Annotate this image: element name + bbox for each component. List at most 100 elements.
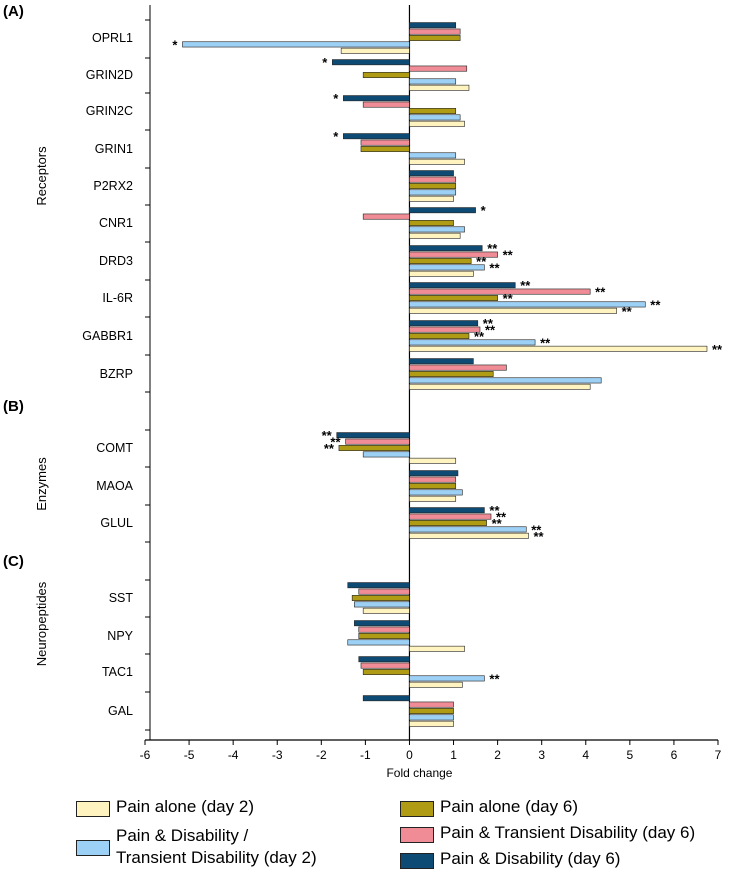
significance-gabbr1-0: **	[483, 316, 494, 331]
bar-grin2c-pain-alone-day-6	[409, 108, 457, 114]
bar-cnr1-pain-disability-day-6	[409, 207, 476, 214]
bar-bzrp-pain-transient-disability-day-6	[409, 364, 507, 371]
bar-bzrp-pain-disability-transient-disability-day-2	[409, 377, 602, 384]
bar-maoa-pain-alone-day-2	[409, 495, 457, 502]
legend-label-pain-disability-day2-line1: Pain & Disability /	[116, 826, 249, 845]
significance-grin2c-0: *	[333, 91, 339, 106]
bar-drd3-pain-alone-day-6	[409, 258, 472, 264]
significance-gabbr1-4: **	[712, 342, 723, 357]
gene-label-grin2c: GRIN2C	[86, 104, 133, 118]
bar-sst-pain-disability-transient-disability-day-2	[354, 601, 410, 608]
legend-swatch-pain-disability-day6	[400, 853, 434, 869]
legend-swatch-pain-transient-day6	[400, 827, 434, 843]
significance-cnr1-0: *	[481, 203, 487, 218]
section-label-b: (B)	[3, 398, 24, 415]
legend-swatch-pain-disability-day2	[76, 840, 110, 856]
x-tick-label--1: -1	[360, 748, 371, 762]
significance-il-6r-0: **	[520, 278, 531, 293]
bar-sst-pain-disability-day-6	[347, 582, 410, 589]
bar-il-6r-pain-disability-day-6	[409, 282, 516, 289]
x-tick-label-3: 3	[538, 748, 545, 762]
section-ylabel-receptors: Receptors	[34, 146, 49, 206]
bar-gabbr1-pain-disability-day-6	[409, 320, 479, 327]
x-tick-label-1: 1	[450, 748, 457, 762]
bar-gal-pain-disability-day-6	[362, 695, 410, 702]
bar-tac1-pain-alone-day-6	[362, 669, 410, 675]
bar-gal-pain-alone-day-2	[409, 720, 454, 727]
bar-grin1-pain-transient-disability-day-6	[360, 139, 410, 146]
gene-label-tac1: TAC1	[102, 665, 133, 679]
significance-drd3-3: **	[489, 260, 500, 275]
bar-il-6r-pain-disability-transient-disability-day-2	[409, 301, 646, 308]
bar-glul-pain-transient-disability-day-6	[409, 513, 492, 520]
bar-il-6r-pain-transient-disability-day-6	[409, 288, 591, 295]
fold-change-chart: -6 -5 -4 -3 -2 -1 0 1 2 3 4 5 6 7 Fold change (A) Recept…	[3, 3, 723, 780]
bar-glul-pain-alone-day-2	[409, 532, 529, 539]
gene-label-drd3: DRD3	[99, 254, 133, 268]
significance-drd3-2: **	[476, 254, 487, 269]
x-tick-label-4: 4	[582, 748, 589, 762]
x-axis-label: Fold change	[386, 766, 452, 780]
significance-il-6r-2: **	[503, 291, 514, 306]
bar-il-6r-pain-alone-day-2	[409, 307, 617, 314]
bar-oprl1-pain-alone-day-2	[340, 47, 410, 54]
bar-grin1-pain-disability-day-6	[343, 133, 410, 140]
bar-glul-pain-alone-day-6	[409, 520, 487, 526]
bar-grin2c-pain-transient-disability-day-6	[362, 101, 410, 108]
bar-gabbr1-pain-transient-disability-day-6	[409, 326, 481, 333]
bar-bzrp-pain-alone-day-6	[409, 371, 494, 377]
significance-comt-0: **	[322, 428, 333, 443]
section-ylabel-enzymes: Enzymes	[34, 457, 49, 511]
gene-label-glul: GLUL	[100, 516, 133, 530]
bar-grin2d-pain-transient-disability-day-6	[409, 65, 468, 72]
significance-il-6r-3: **	[650, 297, 661, 312]
bar-comt-pain-alone-day-2	[409, 457, 457, 464]
legend-label-pain-transient-day6: Pain & Transient Disability (day 6)	[440, 823, 696, 842]
gene-label-maoa: MAOA	[96, 479, 133, 493]
gene-label-p2rx2: P2RX2	[93, 179, 133, 193]
bar-cnr1-pain-transient-disability-day-6	[362, 213, 410, 220]
legend-swatch-pain-alone-day6	[400, 801, 434, 817]
gene-label-cnr1: CNR1	[99, 216, 133, 230]
x-tick-label-0: 0	[406, 748, 413, 762]
bar-maoa-pain-disability-transient-disability-day-2	[409, 489, 463, 496]
legend-swatch-pain-alone-day2	[76, 801, 110, 817]
bar-grin2c-pain-alone-day-2	[409, 120, 465, 127]
bar-comt-pain-disability-day-6	[336, 432, 410, 439]
gene-label-il-6r: IL-6R	[102, 291, 133, 305]
bar-bzrp-pain-alone-day-2	[409, 383, 591, 390]
bar-drd3-pain-disability-transient-disability-day-2	[409, 264, 485, 271]
x-tick-label-2: 2	[494, 748, 501, 762]
bar-comt-pain-alone-day-6	[338, 445, 410, 451]
bar-drd3-pain-alone-day-2	[409, 270, 474, 277]
bar-drd3-pain-transient-disability-day-6	[409, 251, 498, 258]
bar-sst-pain-transient-disability-day-6	[358, 588, 410, 595]
significance-grin2d-0: *	[322, 55, 328, 70]
bar-gal-pain-transient-disability-day-6	[409, 701, 454, 708]
bar-p2rx2-pain-alone-day-2	[409, 195, 454, 202]
bar-oprl1-pain-disability-transient-disability-day-2	[182, 41, 410, 48]
gene-label-bzrp: BZRP	[100, 367, 133, 381]
bar-p2rx2-pain-alone-day-6	[409, 183, 457, 189]
bar-grin2d-pain-disability-transient-disability-day-2	[409, 78, 457, 85]
bar-npy-pain-alone-day-2	[409, 645, 465, 652]
gene-label-gabbr1: GABBR1	[82, 329, 133, 343]
bar-comt-pain-disability-transient-disability-day-2	[362, 451, 410, 458]
section-ylabel-neuropeptides: Neuropeptides	[34, 581, 49, 666]
significance-il-6r-4: **	[622, 304, 633, 319]
x-tick-label-7: 7	[715, 748, 722, 762]
x-tick-label--2: -2	[316, 748, 327, 762]
bar-maoa-pain-disability-day-6	[409, 470, 459, 477]
significance-oprl1-3: *	[172, 37, 178, 52]
bar-tac1-pain-disability-day-6	[358, 656, 410, 663]
bar-oprl1-pain-transient-disability-day-6	[409, 28, 461, 35]
bar-il-6r-pain-alone-day-6	[409, 295, 498, 301]
x-tick-label-6: 6	[671, 748, 678, 762]
bar-oprl1-pain-alone-day-6	[409, 35, 461, 41]
bar-maoa-pain-transient-disability-day-6	[409, 476, 457, 483]
x-tick-label--5: -5	[184, 748, 195, 762]
bar-sst-pain-alone-day-2	[362, 607, 410, 614]
bar-glul-pain-disability-day-6	[409, 507, 485, 514]
bar-grin2d-pain-alone-day-2	[409, 84, 470, 91]
legend-label-pain-alone-day6: Pain alone (day 6)	[440, 797, 578, 816]
